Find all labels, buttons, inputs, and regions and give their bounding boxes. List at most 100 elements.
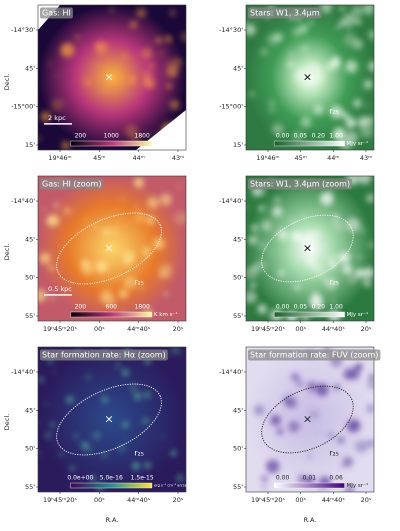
r25-ellipse xyxy=(56,212,162,285)
map-blob xyxy=(328,261,336,269)
map-blob xyxy=(331,204,334,207)
map-blob xyxy=(342,13,356,27)
map-blob xyxy=(171,57,183,68)
map-image xyxy=(38,176,186,321)
map-blob xyxy=(169,99,180,110)
map-blob xyxy=(345,60,358,73)
x-axis-label: R.A. xyxy=(106,516,119,524)
map-blob xyxy=(44,431,52,440)
map-blob xyxy=(38,289,47,303)
panel: × Gas: HI 2 kpc -14°30' 45' -15°00' 15' 19ʰ46ᵐ 4… xyxy=(11,4,187,162)
map-blob xyxy=(290,372,300,382)
map-blob xyxy=(341,112,350,120)
map-blob xyxy=(294,284,301,291)
map-blob xyxy=(366,194,374,203)
map-blob xyxy=(286,60,295,68)
map-blob xyxy=(351,5,363,18)
map-blob xyxy=(291,130,304,143)
colorbar-unit: K km s⁻¹ xyxy=(154,140,178,147)
map-blob xyxy=(40,111,51,122)
map-blob xyxy=(169,9,176,17)
map-blob xyxy=(38,135,41,142)
map-blob xyxy=(159,193,172,206)
x-tick-label: 44ᵐ40ˢ xyxy=(322,325,346,333)
map-blob xyxy=(144,78,155,89)
map-blob xyxy=(353,99,362,108)
panel: × Stars: W1, 3.4μm r₂₅ -14°30' 45' -15°00' 15'… xyxy=(219,4,375,162)
map-blob xyxy=(288,420,300,433)
panel-frame xyxy=(245,175,375,322)
map-blob xyxy=(331,106,341,116)
map-blob xyxy=(295,379,304,388)
map-blob xyxy=(355,422,360,426)
map-blob xyxy=(133,392,142,400)
map-blob xyxy=(297,475,306,483)
panel-title-bg xyxy=(248,178,353,190)
panel: × Gas: HI (zoom) r₂₅ 0.5 kpc -14°40' 45' 50' 55… xyxy=(11,175,187,333)
colorbar-unit: MJy sr⁻¹ xyxy=(347,311,369,318)
panel-frame xyxy=(245,4,375,151)
map-blob xyxy=(367,439,374,448)
map-blob xyxy=(368,29,374,40)
map-blob xyxy=(42,207,47,212)
map-blob xyxy=(369,373,374,379)
map-blob xyxy=(246,290,257,304)
panel-frame xyxy=(37,4,187,151)
map-blob xyxy=(308,63,321,76)
map-blob xyxy=(120,197,125,202)
map-blob xyxy=(282,395,292,405)
colorbar-tick-label: 0.00 xyxy=(276,304,290,311)
map-blob xyxy=(155,36,163,44)
panel-title-bg xyxy=(40,349,168,361)
map-blob xyxy=(289,52,294,58)
x-tick-label: 19ʰ45ᵐ20ˢ xyxy=(251,496,285,504)
colorbar-tick-label: 1800 xyxy=(135,133,150,140)
y-tick-label: 50' xyxy=(25,274,35,282)
x-tick-label: 20ˢ xyxy=(361,496,372,504)
colorbar-tick-label: 600 xyxy=(106,304,118,311)
map-blob xyxy=(289,391,292,394)
map-blob xyxy=(312,263,326,277)
panel: × Star formation rate: FUV (zoom) r₂₅ -14°4… xyxy=(219,346,381,504)
map-blob xyxy=(276,427,284,435)
map-blob xyxy=(339,5,345,12)
map-blob xyxy=(292,27,302,37)
map-blob xyxy=(369,242,374,248)
map-blob xyxy=(366,377,374,390)
map-blob xyxy=(307,21,311,25)
map-blob xyxy=(261,220,272,232)
map-blob xyxy=(301,234,314,246)
colorbar-unit: MJy sr⁻¹ xyxy=(347,482,369,489)
panel-title-bg xyxy=(248,7,322,19)
x-tick-label: 19ʰ46ᵐ xyxy=(256,154,279,162)
map-blob xyxy=(125,437,128,440)
map-blob xyxy=(306,230,311,235)
y-tick-label: 45' xyxy=(233,235,243,243)
map-blob xyxy=(269,107,275,113)
x-axis-label: R.A. xyxy=(304,516,317,524)
map-blob xyxy=(295,64,299,67)
map-blob xyxy=(248,235,258,245)
map-blob xyxy=(309,294,323,308)
map-blob xyxy=(258,204,265,212)
map-blob xyxy=(308,454,312,459)
map-blob xyxy=(346,217,361,232)
map-blob xyxy=(127,254,135,262)
map-blob xyxy=(171,347,179,354)
map-blob xyxy=(127,75,136,84)
panel-title: Gas: HI (zoom) xyxy=(42,180,101,189)
map-blob xyxy=(269,100,275,106)
map-blob xyxy=(354,363,363,372)
map-image xyxy=(246,347,374,492)
map-blob xyxy=(268,251,272,255)
map-blob xyxy=(117,75,125,83)
map-blob xyxy=(249,91,255,97)
y-tick-label: 45' xyxy=(233,64,243,72)
colorbar xyxy=(70,311,153,318)
map-blob xyxy=(311,230,321,240)
scale-bar-label: 0.5 kpc xyxy=(48,285,72,293)
map-blob xyxy=(328,432,334,439)
r25-ellipse xyxy=(261,385,354,454)
x-tick-label: 19ʰ45ᵐ20ˢ xyxy=(43,325,77,333)
map-background xyxy=(246,176,374,321)
